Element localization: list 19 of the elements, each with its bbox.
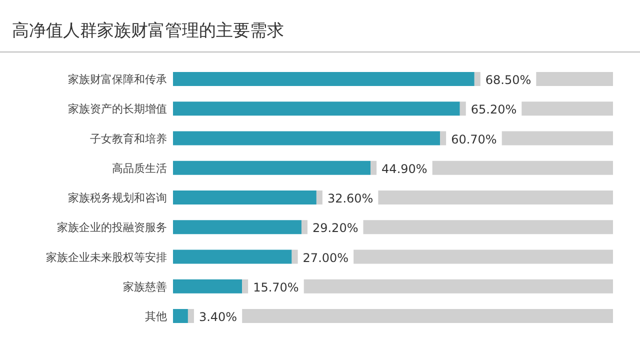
data-label: 68.50%	[485, 73, 532, 87]
data-label: 60.70%	[451, 132, 497, 146]
y-tick-label: 家族资产的长期增值	[68, 102, 167, 116]
y-tick-label: 家族财富保障和传承	[68, 73, 167, 86]
data-label: 65.20%	[470, 102, 517, 117]
y-tick-label: 家族企业的投融资服务	[57, 221, 167, 234]
data-label: 27.00%	[302, 250, 349, 265]
data-label: 44.90%	[382, 162, 428, 176]
data-label: 3.40%	[198, 310, 238, 324]
y-tick-label: 家族税务规划和咨询	[68, 192, 167, 204]
y-tick-label: 子女教育和培养	[90, 132, 167, 146]
y-tick-label: 高品质生活	[112, 162, 167, 175]
data-label: 32.60%	[327, 192, 374, 206]
data-label: 15.70%	[253, 280, 299, 294]
data-label: 29.20%	[312, 221, 358, 236]
y-tick-label: 家族慈善	[123, 280, 167, 294]
chart-title: 高净值人群家族财富管理的主要需求	[12, 21, 284, 41]
y-tick-label: 其他	[145, 310, 167, 323]
y-tick-label: 家族企业未来股权等安排	[46, 250, 167, 264]
